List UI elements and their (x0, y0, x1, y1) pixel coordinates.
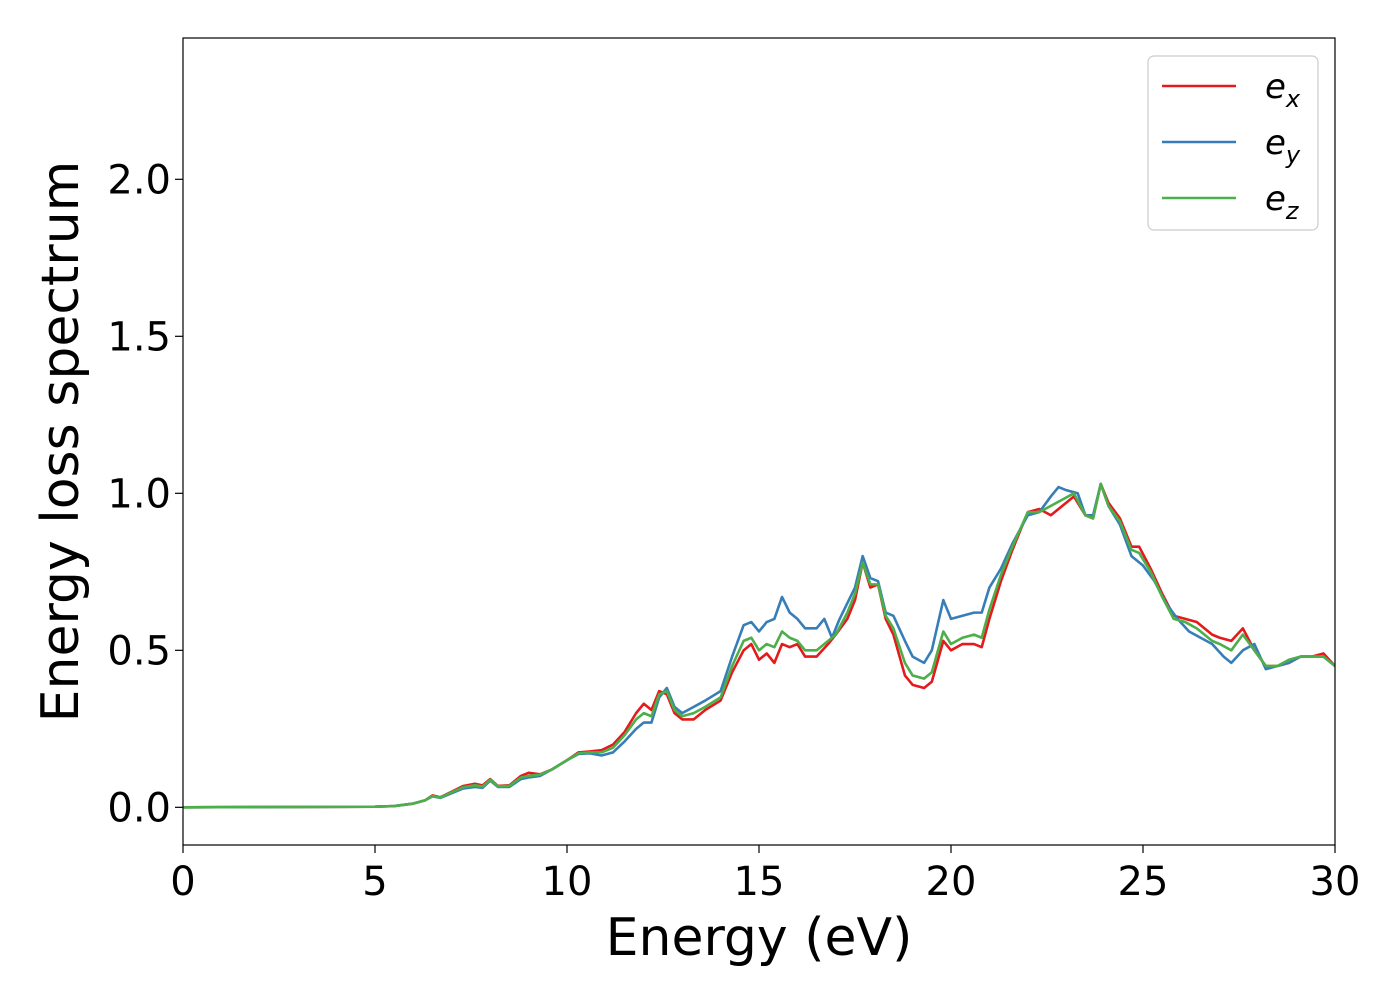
series-line-e-y (183, 482, 1335, 809)
x-tick-label: 15 (734, 859, 785, 905)
y-axis-title: Energy loss spectrum (31, 161, 91, 723)
series-line-e-z (183, 482, 1335, 809)
series-line-e-x (183, 482, 1335, 809)
y-tick-label: 1.0 (107, 471, 171, 517)
series-layer (183, 482, 1335, 809)
y-tick-label: 0.0 (107, 785, 171, 831)
x-tick-label: 0 (170, 859, 195, 905)
legend: ex ey ez (1147, 55, 1319, 231)
x-axis-title: Energy (eV) (606, 908, 913, 968)
y-tick-label: 1.5 (107, 314, 171, 360)
x-tick-label: 20 (926, 859, 977, 905)
legend-label: ez (1265, 179, 1300, 225)
x-tick-label: 25 (1118, 859, 1169, 905)
x-tick-label: 10 (542, 859, 593, 905)
axes-layer: 0 5 10 15 20 25 30 0.0 0.5 1.0 1.5 2.0 Energy (eV) En… (31, 37, 1361, 968)
legend-label: ex (1265, 67, 1301, 113)
y-tick-label: 0.5 (107, 628, 171, 674)
y-tick-label: 2.0 (107, 157, 171, 203)
legend-label: ey (1265, 123, 1301, 169)
x-tick-label: 30 (1310, 859, 1361, 905)
x-tick-label: 5 (362, 859, 387, 905)
